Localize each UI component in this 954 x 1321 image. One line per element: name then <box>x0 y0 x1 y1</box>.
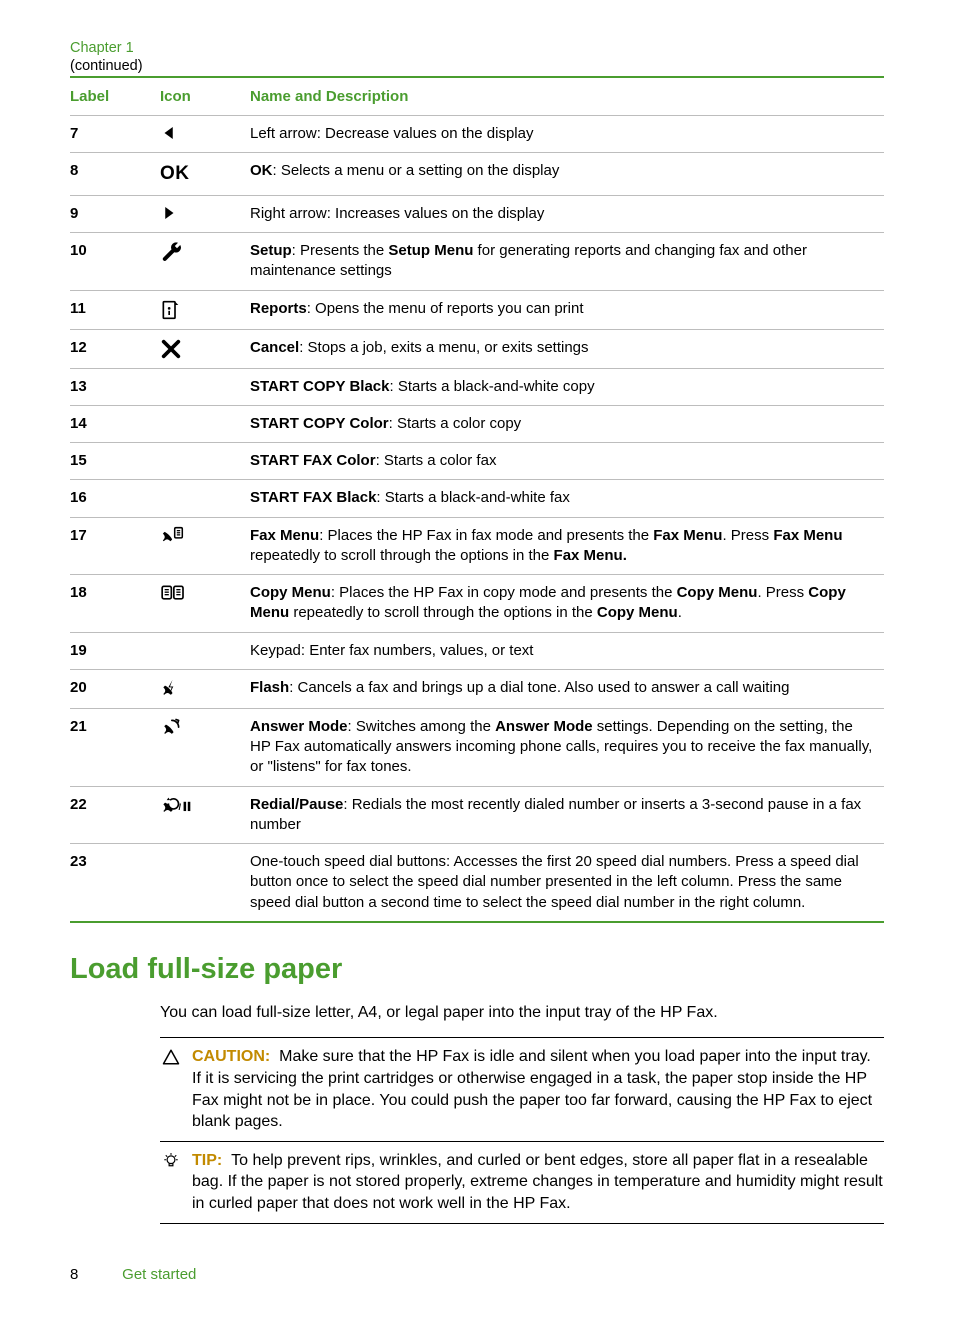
th-label: Label <box>70 77 160 116</box>
left-arrow-icon <box>160 116 250 153</box>
right-arrow-icon <box>160 195 250 232</box>
copy-menu-icon <box>160 575 250 633</box>
row-label: 20 <box>70 669 160 708</box>
table-row: 8OKOK: Selects a menu or a setting on th… <box>70 153 884 196</box>
row-description: Right arrow: Increases values on the dis… <box>250 195 884 232</box>
caution-text: Make sure that the HP Fax is idle and si… <box>192 1048 872 1130</box>
row-description: Keypad: Enter fax numbers, values, or te… <box>250 632 884 669</box>
th-icon: Icon <box>160 77 250 116</box>
table-row: 22 / Redial/Pause: Redials the most recent… <box>70 786 884 844</box>
tip-icon <box>160 1150 182 1215</box>
row-label: 12 <box>70 329 160 368</box>
section-intro: You can load full-size letter, A4, or le… <box>160 1002 884 1024</box>
ok-icon: OK <box>160 153 250 196</box>
row-description: Fax Menu: Places the HP Fax in fax mode … <box>250 517 884 575</box>
row-label: 8 <box>70 153 160 196</box>
row-description: Flash: Cancels a fax and brings up a dia… <box>250 669 884 708</box>
fax-menu-icon <box>160 517 250 575</box>
no-icon <box>160 632 250 669</box>
row-label: 13 <box>70 368 160 405</box>
footer-title: Get started <box>122 1266 196 1283</box>
th-desc: Name and Description <box>250 77 884 116</box>
row-description: Cancel: Stops a job, exits a menu, or ex… <box>250 329 884 368</box>
table-row: 19 Keypad: Enter fax numbers, values, or … <box>70 632 884 669</box>
row-label: 22 <box>70 786 160 844</box>
table-row: 7 Left arrow: Decrease values on the disp… <box>70 116 884 153</box>
table-row: 12 Cancel: Stops a job, exits a menu, or … <box>70 329 884 368</box>
answer-mode-icon <box>160 708 250 786</box>
redial-pause-icon: / <box>160 786 250 844</box>
page-number: 8 <box>70 1266 118 1283</box>
row-description: One-touch speed dial buttons: Accesses t… <box>250 844 884 922</box>
row-description: START FAX Color: Starts a color fax <box>250 443 884 480</box>
row-description: OK: Selects a menu or a setting on the d… <box>250 153 884 196</box>
row-label: 14 <box>70 405 160 442</box>
row-description: Answer Mode: Switches among the Answer M… <box>250 708 884 786</box>
row-description: Setup: Presents the Setup Menu for gener… <box>250 233 884 291</box>
row-label: 9 <box>70 195 160 232</box>
caution-body: CAUTION: Make sure that the HP Fax is id… <box>192 1046 884 1132</box>
caution-note: CAUTION: Make sure that the HP Fax is id… <box>160 1037 884 1141</box>
table-row: 18 Copy Menu: Places the HP Fax in copy m… <box>70 575 884 633</box>
continued-label: (continued) <box>70 58 884 74</box>
report-icon <box>160 290 250 329</box>
section-title: Load full-size paper <box>70 953 884 986</box>
tip-body: TIP: To help prevent rips, wrinkles, and… <box>192 1150 884 1215</box>
chapter-header: Chapter 1 (continued) <box>70 40 884 74</box>
flash-icon <box>160 669 250 708</box>
table-row: 11 Reports: Opens the menu of reports you… <box>70 290 884 329</box>
row-description: START FAX Black: Starts a black-and-whit… <box>250 480 884 517</box>
table-row: 9 Right arrow: Increases values on the di… <box>70 195 884 232</box>
row-label: 17 <box>70 517 160 575</box>
no-icon <box>160 480 250 517</box>
row-label: 18 <box>70 575 160 633</box>
row-label: 11 <box>70 290 160 329</box>
table-row: 21 Answer Mode: Switches among the Answer… <box>70 708 884 786</box>
caution-icon <box>160 1046 182 1132</box>
no-icon <box>160 844 250 922</box>
row-label: 19 <box>70 632 160 669</box>
row-label: 10 <box>70 233 160 291</box>
row-label: 23 <box>70 844 160 922</box>
tip-note: TIP: To help prevent rips, wrinkles, and… <box>160 1142 884 1224</box>
table-row: 10 Setup: Presents the Setup Menu for gen… <box>70 233 884 291</box>
table-row: 14 START COPY Color: Starts a color copy <box>70 405 884 442</box>
table-row: 20 Flash: Cancels a fax and brings up a d… <box>70 669 884 708</box>
table-row: 16 START FAX Black: Starts a black-and-wh… <box>70 480 884 517</box>
tip-text: To help prevent rips, wrinkles, and curl… <box>192 1152 883 1212</box>
row-label: 7 <box>70 116 160 153</box>
chapter-label: Chapter 1 <box>70 40 884 56</box>
no-icon <box>160 368 250 405</box>
row-description: Redial/Pause: Redials the most recently … <box>250 786 884 844</box>
row-label: 16 <box>70 480 160 517</box>
row-description: Reports: Opens the menu of reports you c… <box>250 290 884 329</box>
row-description: START COPY Color: Starts a color copy <box>250 405 884 442</box>
tip-label: TIP: <box>192 1152 222 1169</box>
page-footer: 8 Get started <box>70 1266 196 1283</box>
no-icon <box>160 405 250 442</box>
row-description: START COPY Black: Starts a black-and-whi… <box>250 368 884 405</box>
row-label: 15 <box>70 443 160 480</box>
svg-text:/: / <box>179 802 182 812</box>
notes-container: CAUTION: Make sure that the HP Fax is id… <box>160 1037 884 1223</box>
table-row: 15 START FAX Color: Starts a color fax <box>70 443 884 480</box>
no-icon <box>160 443 250 480</box>
row-description: Left arrow: Decrease values on the displ… <box>250 116 884 153</box>
table-row: 23 One-touch speed dial buttons: Accesses… <box>70 844 884 922</box>
cancel-icon <box>160 329 250 368</box>
wrench-icon <box>160 233 250 291</box>
caution-label: CAUTION: <box>192 1048 270 1065</box>
row-label: 21 <box>70 708 160 786</box>
table-row: 17 Fax Menu: Places the HP Fax in fax mod… <box>70 517 884 575</box>
table-row: 13 START COPY Black: Starts a black-and-w… <box>70 368 884 405</box>
reference-table: Label Icon Name and Description 7 Left ar… <box>70 76 884 923</box>
row-description: Copy Menu: Places the HP Fax in copy mod… <box>250 575 884 633</box>
